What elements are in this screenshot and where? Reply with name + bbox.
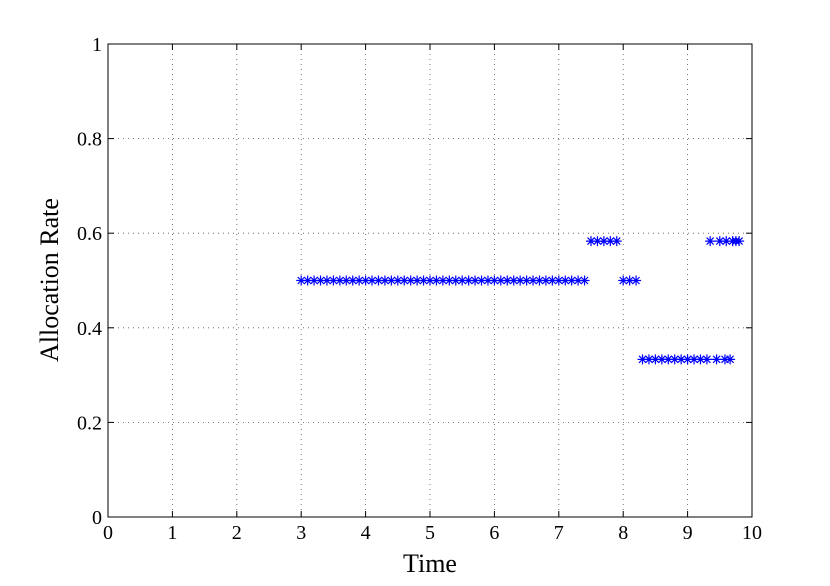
point xyxy=(586,236,596,247)
point xyxy=(566,275,577,286)
point xyxy=(515,275,526,286)
point xyxy=(521,275,532,286)
x-tick-label: 4 xyxy=(361,522,371,544)
point xyxy=(734,236,745,247)
point xyxy=(669,354,680,365)
point xyxy=(534,275,545,286)
point xyxy=(399,275,410,286)
point xyxy=(502,275,513,286)
point xyxy=(560,275,571,286)
point xyxy=(650,354,661,365)
point xyxy=(470,275,481,286)
point xyxy=(540,275,551,286)
point xyxy=(719,354,730,365)
y-tick-label: 0 xyxy=(92,507,102,529)
x-tick-label: 9 xyxy=(683,522,693,544)
point xyxy=(711,354,722,365)
point xyxy=(392,275,403,286)
y-tick-label: 1 xyxy=(92,34,102,56)
point xyxy=(341,275,352,286)
y-axis-label: Allocation Rate xyxy=(35,198,64,362)
point xyxy=(476,275,487,286)
point xyxy=(425,275,435,286)
point xyxy=(309,275,320,286)
x-tick-label: 0 xyxy=(103,522,113,544)
x-tick-label: 2 xyxy=(232,522,242,544)
point xyxy=(367,275,378,286)
point xyxy=(457,275,468,286)
point xyxy=(463,275,474,286)
point xyxy=(302,275,313,286)
y-tick-label: 0.6 xyxy=(77,223,102,245)
x-tick-label: 1 xyxy=(167,522,177,544)
x-tick-label: 3 xyxy=(296,522,306,544)
point xyxy=(547,275,558,286)
point xyxy=(373,275,384,286)
point xyxy=(508,275,519,286)
point xyxy=(643,354,654,365)
point xyxy=(592,236,603,247)
point xyxy=(334,275,345,286)
x-axis-label: Time xyxy=(403,549,457,578)
point xyxy=(663,354,674,365)
point xyxy=(689,354,700,365)
point xyxy=(631,275,642,286)
point xyxy=(701,354,712,365)
point xyxy=(656,354,667,365)
point xyxy=(437,275,448,286)
point xyxy=(682,354,693,365)
point xyxy=(321,275,332,286)
point xyxy=(482,275,493,286)
point xyxy=(360,275,371,286)
point xyxy=(431,275,442,286)
point xyxy=(405,275,416,286)
y-tick-label: 0.4 xyxy=(77,318,102,340)
point xyxy=(347,275,358,286)
point xyxy=(676,354,687,365)
x-tick-label: 8 xyxy=(618,522,628,544)
y-tick-label: 0.2 xyxy=(77,412,102,434)
point xyxy=(386,275,397,286)
point xyxy=(618,275,629,286)
point xyxy=(489,275,500,286)
x-tick-label: 10 xyxy=(742,522,762,544)
point xyxy=(611,236,622,247)
point xyxy=(705,236,716,247)
point xyxy=(328,275,339,286)
point xyxy=(714,236,725,247)
point xyxy=(624,275,635,286)
point xyxy=(444,275,455,286)
point xyxy=(579,275,590,286)
x-tick-label: 5 xyxy=(425,522,435,544)
point xyxy=(573,275,584,286)
x-tick-label: 6 xyxy=(489,522,499,544)
point xyxy=(725,354,736,365)
point xyxy=(450,275,461,286)
point xyxy=(598,236,609,247)
point xyxy=(721,236,732,247)
point xyxy=(553,275,564,286)
y-tick-label: 0.8 xyxy=(77,129,102,151)
point xyxy=(528,275,539,286)
point xyxy=(418,275,429,286)
point xyxy=(354,275,365,286)
point xyxy=(379,275,390,286)
point xyxy=(605,236,616,247)
point xyxy=(296,275,307,286)
point xyxy=(637,354,648,365)
x-tick-label: 7 xyxy=(554,522,564,544)
point xyxy=(412,275,423,286)
point xyxy=(315,275,326,286)
point xyxy=(695,354,706,365)
point xyxy=(495,275,506,286)
plot-frame xyxy=(107,43,753,518)
